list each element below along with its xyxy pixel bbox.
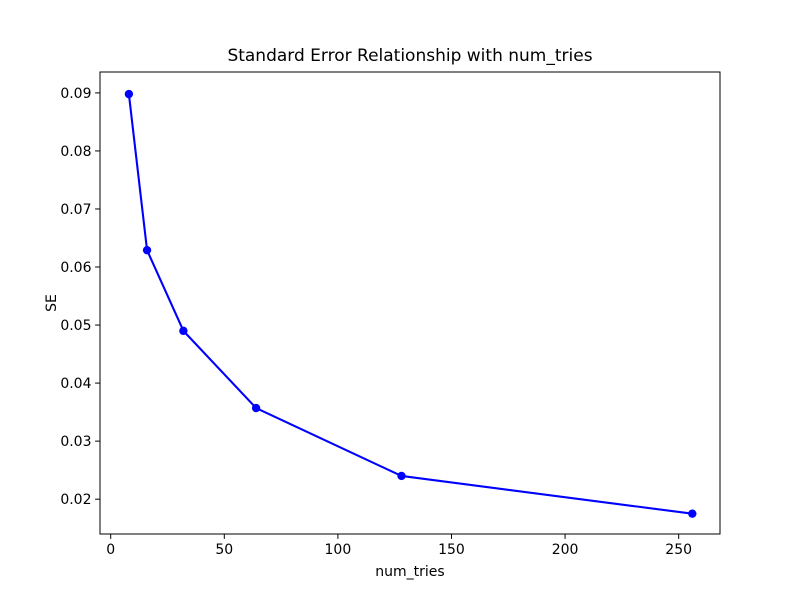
- data-point: [124, 89, 134, 99]
- x-tick-label: 0: [106, 542, 115, 558]
- data-point: [142, 245, 152, 255]
- chart-title: Standard Error Relationship with num_tri…: [227, 46, 593, 66]
- data-point-markers: [124, 89, 697, 518]
- y-tick-label: 0.07: [60, 202, 91, 218]
- data-point: [251, 403, 261, 413]
- data-point: [179, 326, 188, 336]
- y-tick-label: 0.08: [60, 144, 91, 160]
- y-tick-label: 0.04: [60, 376, 91, 392]
- y-axis-ticks: 0.02 0.03 0.04 0.05 0.06 0.07 0.08 0.09: [60, 86, 100, 508]
- se-line-series: [127, 93, 694, 515]
- y-tick-label: 0.03: [60, 434, 91, 450]
- y-tick-label: 0.05: [60, 318, 91, 334]
- data-point: [397, 471, 406, 481]
- x-tick-label: 50: [215, 542, 233, 558]
- x-tick-label: 150: [438, 542, 465, 558]
- plot-area-spines: [99, 71, 721, 535]
- x-axis-ticks: 0 50 100 150 200 250: [106, 534, 692, 558]
- x-tick-label: 200: [552, 542, 579, 558]
- x-tick-label: 100: [325, 542, 352, 558]
- y-tick-label: 0.02: [60, 492, 91, 508]
- x-axis-label: num_tries: [375, 564, 445, 580]
- data-point: [688, 509, 697, 518]
- y-tick-label: 0.09: [60, 86, 91, 102]
- y-axis-label: SE: [44, 294, 60, 312]
- x-tick-label: 250: [665, 542, 692, 558]
- y-tick-label: 0.06: [60, 260, 91, 276]
